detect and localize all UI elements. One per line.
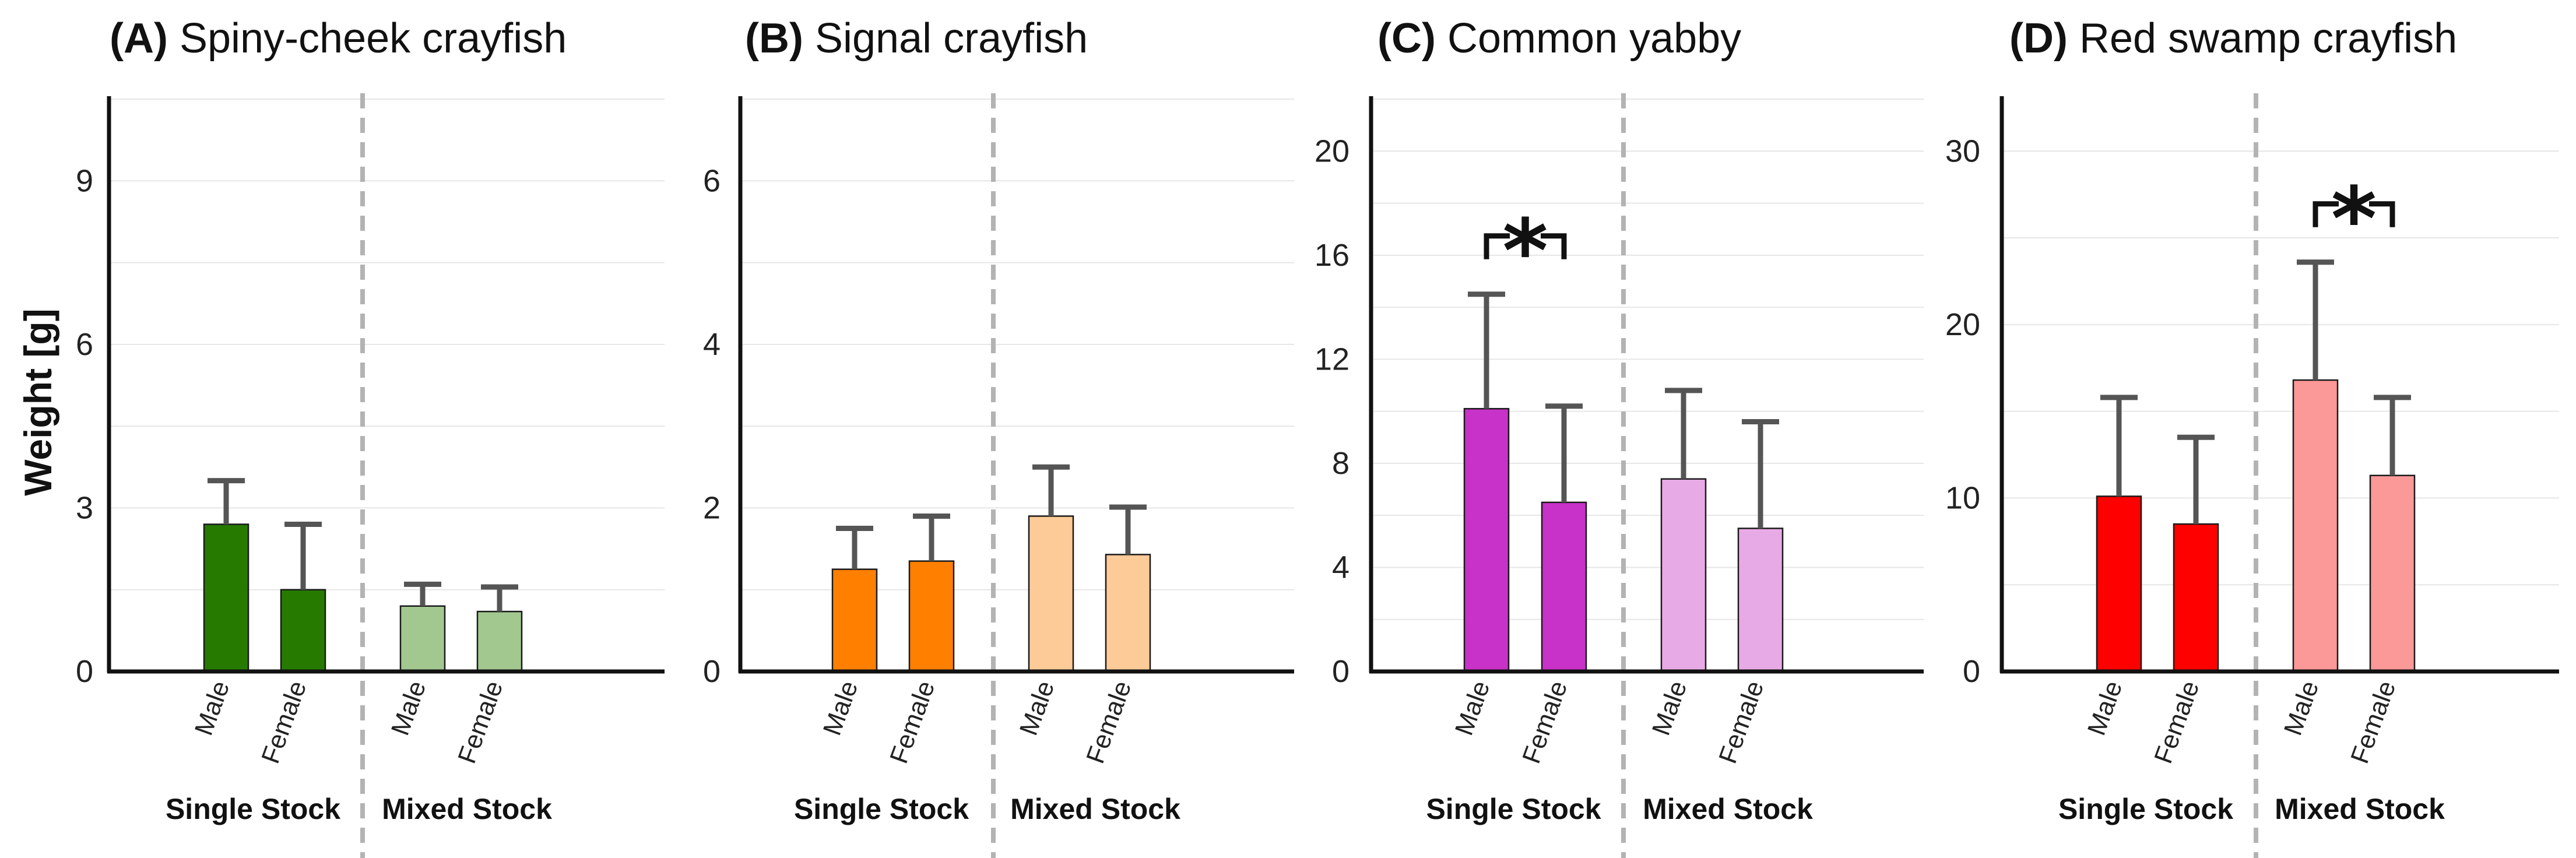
y-tick-label: 2 <box>703 490 721 525</box>
panel-title: (A) Spiny-cheek crayfish <box>110 15 567 62</box>
group-label: Mixed Stock <box>1643 793 1813 825</box>
y-tick-label: 6 <box>703 163 721 198</box>
group-label: Single Stock <box>166 793 340 825</box>
y-tick-label: 20 <box>1315 133 1349 168</box>
group-label: Mixed Stock <box>2275 793 2445 825</box>
category-label: Female <box>2345 677 2401 768</box>
category-label: Male <box>1647 677 1693 739</box>
y-tick-label: 3 <box>76 490 93 525</box>
y-tick-label: 4 <box>1332 550 1349 585</box>
bar <box>1463 407 1510 673</box>
bar <box>1541 501 1587 673</box>
bar <box>1737 528 1784 673</box>
category-label: Male <box>2279 677 2325 739</box>
category-label: Female <box>2149 677 2205 768</box>
category-label: Female <box>256 677 312 768</box>
category-label: Female <box>452 677 508 768</box>
bar <box>1028 515 1074 673</box>
y-axis-label: Weight [g] <box>16 308 59 495</box>
category-label: Male <box>2082 677 2128 739</box>
y-tick-label: 20 <box>1945 307 1980 342</box>
bar <box>1105 554 1151 673</box>
panel-d: (D) Red swamp crayfish 0 10 20 30 Male Female M… <box>1945 15 2559 858</box>
group-label: Single Stock <box>1426 793 1601 825</box>
y-tick-label: 0 <box>1963 654 1980 689</box>
y-tick-label: 10 <box>1945 480 1980 515</box>
bar <box>831 568 878 673</box>
category-label: Male <box>386 677 432 739</box>
bar <box>1660 478 1707 673</box>
bar <box>2292 379 2339 673</box>
y-tick-label: 0 <box>76 654 93 689</box>
bar <box>2173 523 2219 673</box>
category-label: Female <box>1713 677 1769 768</box>
group-label: Single Stock <box>2058 793 2233 825</box>
category-label: Female <box>884 677 940 768</box>
panel-letter: (C) <box>1377 15 1436 62</box>
group-label: Single Stock <box>794 793 969 825</box>
panels: (A) Spiny-cheek crayfish 0 3 6 9 Male Female Ma… <box>76 15 2559 858</box>
category-label: Male <box>818 677 864 739</box>
panel-letter: (D) <box>2009 15 2068 62</box>
significance-bracket <box>2369 201 2395 227</box>
y-tick-label: 16 <box>1315 238 1349 273</box>
panel-title: (C) Common yabby <box>1377 15 1741 62</box>
y-tick-label: 9 <box>76 163 93 198</box>
y-tick-label: 4 <box>703 327 721 362</box>
bar <box>399 605 446 673</box>
panel-b: (B) Signal crayfish 0 2 4 6 Male Female Male Fem… <box>703 15 1294 858</box>
panel-letter: (A) <box>110 15 168 62</box>
category-label: Female <box>1517 677 1573 768</box>
significance-bracket <box>1484 233 1510 259</box>
group-label: Mixed Stock <box>1010 793 1180 825</box>
y-tick-label: 12 <box>1315 342 1349 377</box>
y-tick-label: 30 <box>1945 133 1980 168</box>
y-tick-label: 0 <box>1332 654 1349 689</box>
bar <box>2096 495 2142 673</box>
bar <box>280 589 326 673</box>
significance-star: * <box>2331 169 2377 270</box>
panel-name: Red swamp crayfish <box>2068 15 2457 62</box>
panel-name: Signal crayfish <box>803 15 1088 62</box>
panel-title: (B) Signal crayfish <box>745 15 1088 62</box>
group-label: Mixed Stock <box>382 793 552 825</box>
panel-c: (C) Common yabby 0 4 8 12 16 20 Male Female Male F… <box>1315 15 1924 858</box>
panel-letter: (B) <box>745 15 803 62</box>
bar <box>2369 474 2416 673</box>
y-tick-label: 6 <box>76 327 93 362</box>
panel-name: Common yabby <box>1436 15 1741 62</box>
y-tick-label: 0 <box>703 654 721 689</box>
significance-bracket <box>1541 233 1567 259</box>
category-label: Male <box>1014 677 1060 739</box>
y-tick-label: 8 <box>1332 446 1349 481</box>
bar <box>908 560 955 673</box>
category-label: Male <box>1450 677 1496 739</box>
significance-star: * <box>1502 201 1548 303</box>
category-label: Male <box>189 677 236 739</box>
category-label: Female <box>1081 677 1137 768</box>
significance-bracket <box>2313 201 2339 227</box>
panel-name: Spiny-cheek crayfish <box>168 15 567 62</box>
panel-title: (D) Red swamp crayfish <box>2009 15 2457 62</box>
bar <box>203 523 249 673</box>
bar <box>476 610 523 673</box>
panel-a: (A) Spiny-cheek crayfish 0 3 6 9 Male Female Ma… <box>76 15 665 858</box>
